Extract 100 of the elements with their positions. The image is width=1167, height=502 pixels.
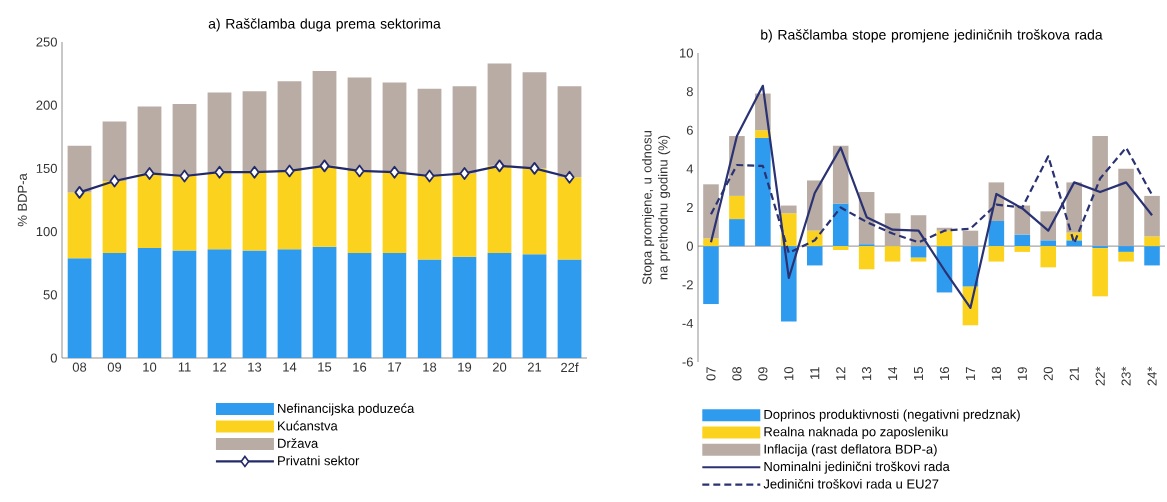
legend-label: Doprinos produktivnosti (negativni predznak) <box>764 409 1020 422</box>
legend-label: Inflacija (rast deflatora BDP-a) <box>764 444 937 457</box>
point <box>214 165 225 179</box>
bar <box>207 172 232 250</box>
bar <box>962 230 979 247</box>
bar <box>312 246 337 358</box>
bar <box>172 250 197 358</box>
x-tick-label: 22* <box>1095 366 1105 386</box>
bar <box>1118 246 1134 252</box>
point <box>249 165 260 179</box>
y-axis-title: % BDP-a <box>17 173 27 227</box>
bar <box>172 175 197 251</box>
point <box>459 167 470 180</box>
point <box>284 164 295 178</box>
x-tick-label: 19 <box>1017 367 1027 380</box>
x-tick-label: 20 <box>492 362 507 372</box>
bar <box>557 86 582 178</box>
bar <box>1144 195 1160 237</box>
bar <box>67 145 92 193</box>
y-tick-label: -2 <box>682 280 693 290</box>
bar <box>1144 246 1160 266</box>
bar <box>67 258 92 358</box>
bar <box>417 175 442 260</box>
bar <box>557 259 582 358</box>
bar <box>522 168 547 255</box>
bar <box>1118 251 1134 262</box>
bar <box>137 106 162 174</box>
y-tick-label: 8 <box>686 87 693 97</box>
x-tick-label: 18 <box>991 367 1001 380</box>
point <box>424 169 435 183</box>
chart-title: a) Raščlamba duga prema sektorima <box>208 18 441 32</box>
x-tick-label: 21 <box>527 362 542 372</box>
bar <box>487 165 512 254</box>
x-tick-label: 09 <box>758 367 768 381</box>
point <box>564 170 575 184</box>
x-tick-label: 11 <box>178 362 191 372</box>
legend-label: Privatni sektor <box>278 455 360 466</box>
bar <box>703 246 719 305</box>
x-tick-label: 14 <box>283 362 297 372</box>
x-tick-label: 10 <box>784 367 794 380</box>
legend-label: Država <box>278 438 319 448</box>
point <box>109 174 120 188</box>
legend-label: Kućanstva <box>278 420 338 431</box>
x-tick-label: 17 <box>965 367 975 380</box>
bar <box>522 254 547 358</box>
point <box>144 167 155 180</box>
bar <box>242 172 267 251</box>
bar <box>312 71 337 166</box>
x-tick-label: 19 <box>458 362 472 372</box>
bar <box>832 203 849 247</box>
chart-title: b) Raščlamba stope promjene jediničnih troškova rada <box>761 29 1103 43</box>
x-tick-label: 11 <box>810 367 820 380</box>
bar <box>557 177 582 260</box>
point <box>494 159 505 173</box>
x-tick-label: 14 <box>888 366 898 380</box>
bar <box>988 246 1005 262</box>
bar <box>1144 236 1160 247</box>
x-tick-label: 17 <box>388 362 402 372</box>
x-tick-label: 13 <box>862 367 872 380</box>
bar <box>67 192 92 259</box>
bar <box>487 63 512 166</box>
bar <box>1014 246 1031 252</box>
bar <box>729 219 745 247</box>
bar <box>910 246 927 258</box>
y-tick-label: 250 <box>36 37 57 47</box>
line-series <box>709 84 1154 310</box>
x-tick-label: 16 <box>353 362 367 372</box>
legend-label: Jedinični troškovi rada u EU27 <box>763 478 939 489</box>
point <box>389 165 400 179</box>
bar <box>452 173 477 257</box>
x-tick-label: 18 <box>423 362 437 372</box>
bar <box>910 257 927 262</box>
bar <box>382 172 407 254</box>
y-tick-label: 4 <box>686 164 694 174</box>
bar <box>806 246 823 266</box>
x-tick-label: 22f <box>561 362 579 372</box>
x-tick-label: 16 <box>939 367 950 380</box>
y-tick-label: 0 <box>686 241 693 251</box>
bar <box>1040 246 1057 268</box>
bar <box>522 72 547 169</box>
x-tick-label: 12 <box>836 367 846 380</box>
bar <box>417 88 442 176</box>
bar <box>1014 234 1031 247</box>
bar <box>452 86 477 174</box>
bar <box>347 170 372 254</box>
bar <box>703 238 719 247</box>
bar <box>884 246 901 262</box>
x-tick-label: 10 <box>143 362 157 372</box>
x-tick-label: 13 <box>248 362 262 372</box>
bar <box>729 195 745 220</box>
legend-label: Nefinancijska poduzeća <box>278 403 415 416</box>
y-tick-label: 100 <box>36 226 57 237</box>
bar <box>242 250 267 358</box>
bar <box>102 181 127 254</box>
y-tick-label: 0 <box>50 353 57 363</box>
y-axis-title: Stopa promjene, u odnosu na prethodnu godinu (%) <box>642 131 671 285</box>
x-tick-label: 08 <box>72 362 87 372</box>
y-tick-label: 6 <box>686 125 693 135</box>
x-tick-label: 07 <box>706 367 716 381</box>
bar <box>1118 168 1134 247</box>
